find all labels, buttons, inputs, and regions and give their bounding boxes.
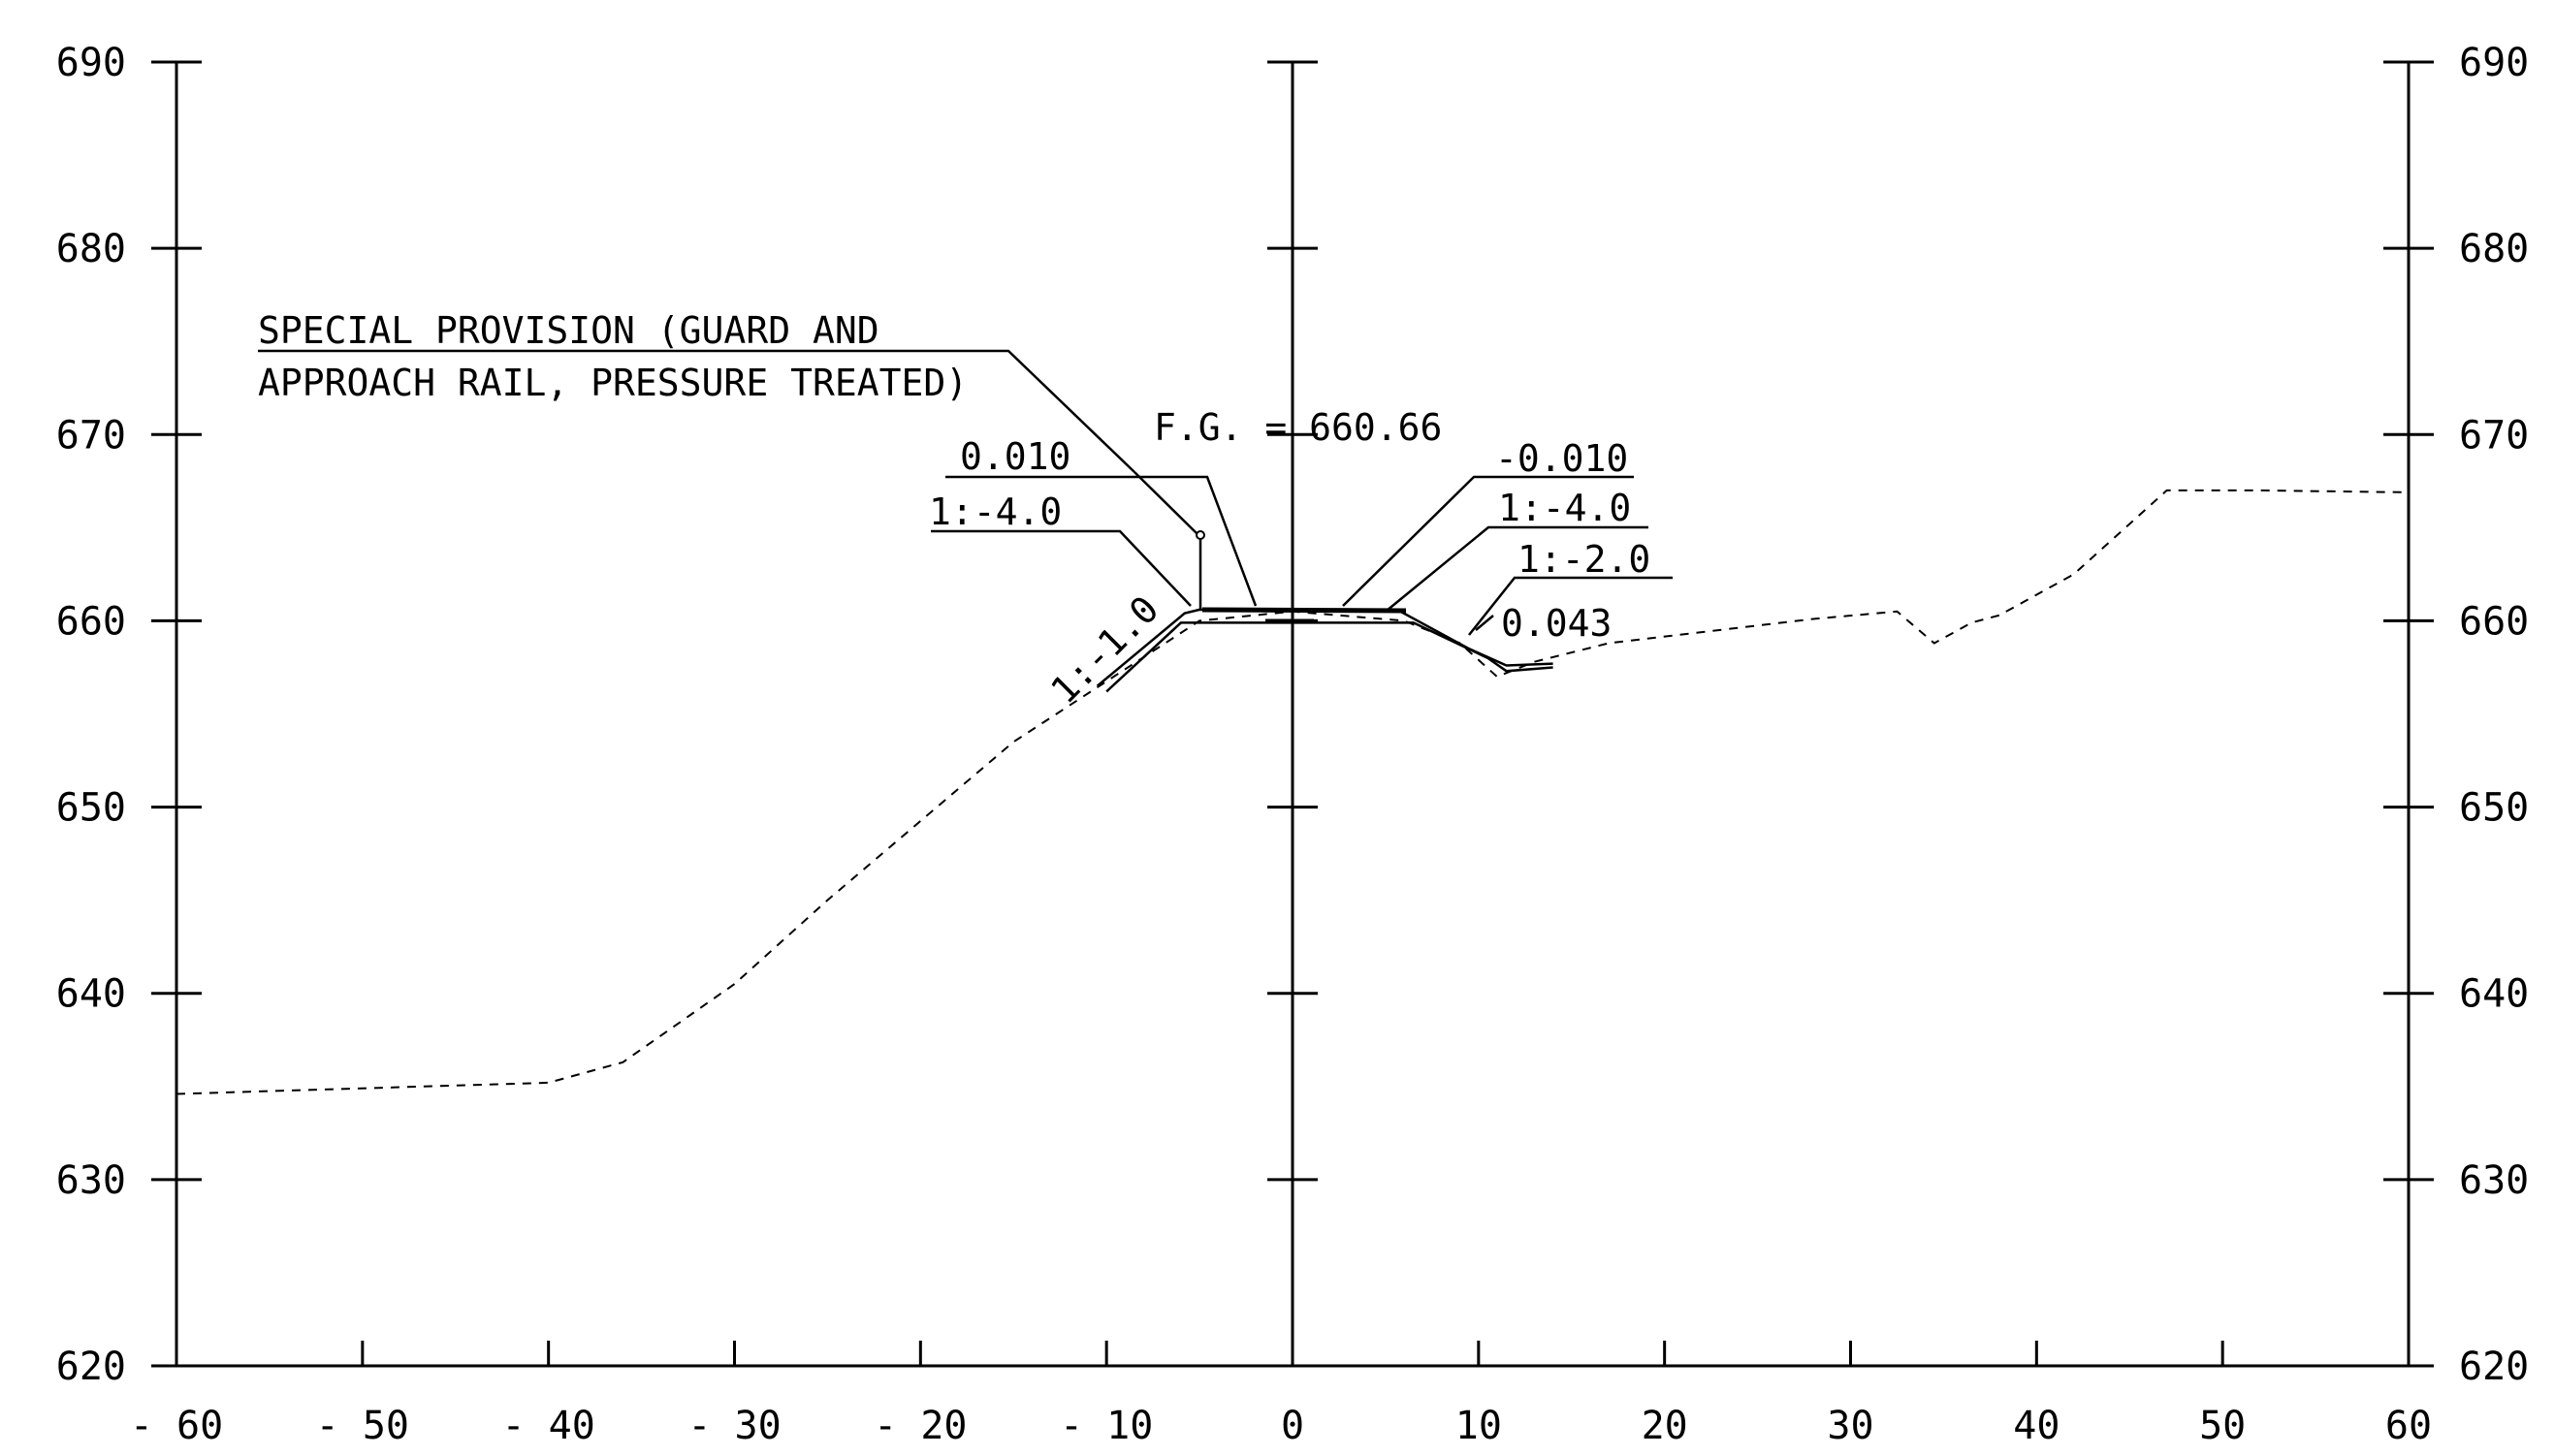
axes-frame — [151, 60, 2434, 1368]
right-slope-label: 1:-4.0 — [1498, 487, 1631, 529]
right-slope2-callout: 1:-2.0 — [1468, 538, 1673, 636]
y-tick-label-left: 690 — [56, 41, 126, 85]
y-tick-label-right: 680 — [2459, 227, 2529, 271]
y-tick-label-left: 630 — [56, 1158, 126, 1203]
left-slope-leader — [931, 529, 1192, 607]
x-tick-label: - 10 — [1060, 1404, 1153, 1448]
y-tick-label-left: 680 — [56, 227, 126, 271]
left-slope-label: 1:-4.0 — [929, 491, 1062, 533]
left-fill-slope-label: 1:-1.0 — [1042, 587, 1166, 712]
x-tick-label: 20 — [1642, 1404, 1688, 1448]
y-tick-label-right: 660 — [2459, 599, 2529, 644]
guard-rail-post-top — [1196, 530, 1205, 540]
right-crossfall-leader — [1342, 475, 1634, 607]
y-tick-label-right: 630 — [2459, 1158, 2529, 1203]
y-tick-label-left: 640 — [56, 972, 126, 1017]
right-ditch-label: 0.043 — [1501, 602, 1612, 645]
right-slope-leader — [1386, 525, 1648, 612]
finished-grade-label: F.G. = 660.66 — [1154, 406, 1442, 449]
x-tick-label: - 50 — [316, 1404, 409, 1448]
proposed-grade-bottom — [1105, 621, 1553, 693]
y-tick-label-right: 620 — [2459, 1345, 2529, 1389]
y-tick-label-right: 640 — [2459, 972, 2529, 1017]
x-tick-label: 0 — [1281, 1404, 1304, 1448]
x-tick-label: - 60 — [130, 1404, 223, 1448]
left-crossfall-leader — [945, 475, 1258, 607]
existing-ground-profile — [176, 489, 2410, 1095]
y-tick-label-right: 650 — [2459, 786, 2529, 831]
x-tick-label: 40 — [2013, 1404, 2060, 1448]
proposed-grade-top — [1096, 608, 1553, 687]
left-crossfall-label: 0.010 — [960, 435, 1070, 478]
y-tick-label-right: 670 — [2459, 413, 2529, 458]
special-provision-leader-arrow — [1134, 471, 1199, 536]
y-tick-label-left: 660 — [56, 599, 126, 644]
special-provision-line1: SPECIAL PROVISION (GUARD AND — [258, 309, 879, 352]
y-tick-label-right: 690 — [2459, 41, 2529, 85]
right-slope-callout: 1:-4.0 — [1386, 487, 1648, 612]
right-crossfall-label: -0.010 — [1495, 437, 1628, 480]
special-provision-line2: APPROACH RAIL, PRESSURE TREATED) — [258, 362, 968, 404]
y-tick-label-left: 620 — [56, 1345, 126, 1389]
x-tick-label: 30 — [1827, 1404, 1873, 1448]
right-ditch-leader — [1475, 615, 1494, 631]
special-provision-callout: SPECIAL PROVISION (GUARD AND APPROACH RA… — [258, 309, 1205, 610]
x-tick-label: 60 — [2385, 1404, 2432, 1448]
x-tick-label: - 20 — [874, 1404, 967, 1448]
pavement-surface — [1201, 607, 1407, 614]
right-slope2-label: 1:-2.0 — [1517, 538, 1650, 581]
y-tick-label-left: 650 — [56, 786, 126, 831]
left-crossfall-callout: 0.010 — [945, 435, 1258, 607]
x-tick-label: - 30 — [687, 1404, 781, 1448]
x-tick-label: 10 — [1455, 1404, 1502, 1448]
special-provision-leader — [258, 349, 1135, 473]
tick-labels: 620 620 630 630 640 640 650 650 660 660 670 670 680 6… — [56, 41, 2530, 1448]
x-tick-label: 50 — [2199, 1404, 2246, 1448]
left-slope-callout: 1:-4.0 — [929, 491, 1192, 607]
y-tick-label-left: 670 — [56, 413, 126, 458]
right-ditch-callout: 0.043 — [1475, 602, 1612, 645]
right-crossfall-callout: -0.010 — [1342, 437, 1634, 607]
x-tick-label: - 40 — [502, 1404, 595, 1448]
right-slope2-leader — [1468, 576, 1673, 636]
